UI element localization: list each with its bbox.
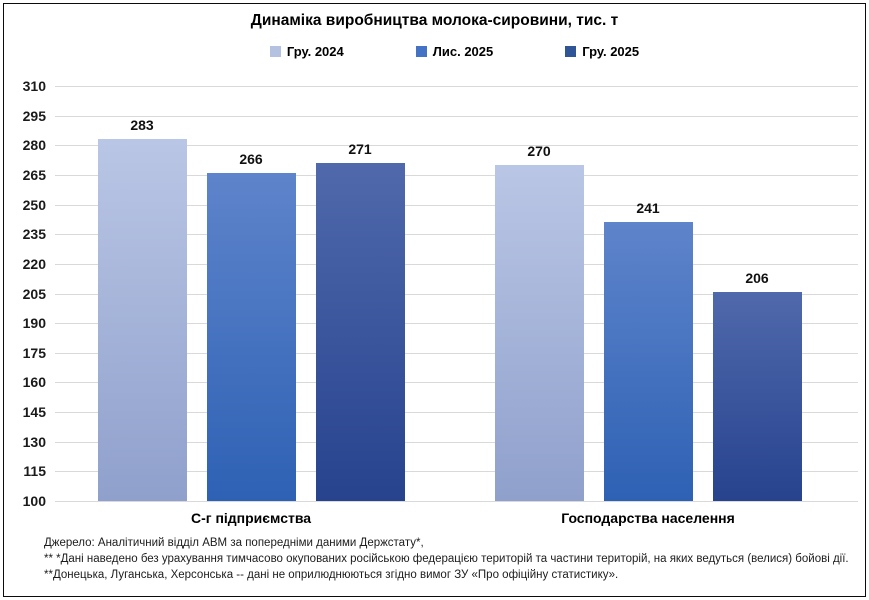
- legend-label-gru-2025: Гру. 2025: [582, 44, 640, 59]
- footnote-line-2: ** *Дані наведено без урахування тимчасо…: [44, 553, 849, 565]
- category-label-2: Господарства населення: [561, 510, 735, 526]
- bar-label-series3-cat2: 206: [745, 269, 769, 286]
- y-axis-tick-310: 310: [22, 78, 46, 94]
- y-axis-tick-175: 175: [22, 344, 46, 361]
- gridline-115: [55, 471, 858, 473]
- footnote-line-1: Джерело: Аналітичний відділ АВМ за попер…: [44, 537, 424, 549]
- gridline-220: [55, 263, 858, 265]
- y-axis-tick-250: 250: [22, 196, 46, 213]
- y-axis-tick-100: 100: [22, 493, 46, 509]
- bar-series2-cat1: [206, 172, 296, 501]
- gridline-310: [55, 86, 858, 87]
- legend-item-gru-2025: Гру. 2025: [565, 44, 639, 59]
- gridline-160: [55, 382, 858, 384]
- y-axis-tick-130: 130: [22, 433, 46, 450]
- y-axis-tick-220: 220: [22, 255, 46, 272]
- gridline-265: [55, 174, 858, 176]
- legend-swatch-lys-2025: [415, 46, 427, 57]
- legend-label-lys-2025: Лис. 2025: [432, 44, 494, 59]
- y-axis-tick-115: 115: [23, 463, 46, 480]
- legend: Гру. 2024 Лис. 2025 Гру. 2025: [0, 44, 869, 59]
- legend-item-lys-2025: Лис. 2025: [415, 44, 494, 59]
- y-axis-tick-205: 205: [22, 285, 46, 302]
- bar-label-series2-cat2: 241: [636, 200, 660, 217]
- y-axis-tick-265: 265: [22, 166, 46, 183]
- y-axis-tick-235: 235: [22, 226, 46, 243]
- gridline-130: [55, 441, 858, 443]
- gridline-100: [55, 501, 858, 502]
- bar-label-series2-cat1: 266: [239, 150, 263, 167]
- y-axis-tick-160: 160: [22, 374, 46, 391]
- chart-title: Динаміка виробництва молока-сировини, ти…: [250, 12, 619, 29]
- y-axis-tick-145: 145: [22, 404, 46, 421]
- category-label-1: С-г підприємства: [190, 510, 312, 526]
- gridline-280: [55, 145, 858, 147]
- legend-swatch-gru-2025: [565, 46, 577, 57]
- y-axis-tick-280: 280: [22, 137, 46, 154]
- bar-label-series1-cat2: 270: [527, 143, 551, 160]
- gridline-295: [55, 115, 858, 117]
- gridline-145: [55, 412, 858, 414]
- bar-series3-cat1: [315, 163, 405, 501]
- y-axis-tick-295: 295: [22, 107, 46, 124]
- legend-swatch-gru-2024: [269, 46, 281, 57]
- bar-series1-cat2: [494, 165, 584, 501]
- bar-series3-cat2: [712, 291, 802, 501]
- bar-label-series3-cat1: 271: [348, 141, 372, 158]
- bar-label-series1-cat1: 283: [130, 117, 154, 134]
- bar-series2-cat2: [603, 222, 693, 501]
- bar-series1-cat1: [97, 139, 187, 501]
- gridline-175: [55, 352, 858, 354]
- y-axis-tick-190: 190: [22, 315, 46, 332]
- gridline-235: [55, 234, 858, 236]
- gridline-205: [55, 293, 858, 295]
- footnote-line-3: **Донецька, Луганська, Херсонська -- дан…: [44, 569, 619, 581]
- legend-label-gru-2024: Гру. 2024: [286, 44, 344, 59]
- gridline-190: [55, 323, 858, 325]
- gridline-250: [55, 204, 858, 206]
- legend-item-gru-2024: Гру. 2024: [269, 44, 344, 59]
- footnotes: Джерело: Аналітичний відділ АВМ за попер…: [44, 535, 854, 583]
